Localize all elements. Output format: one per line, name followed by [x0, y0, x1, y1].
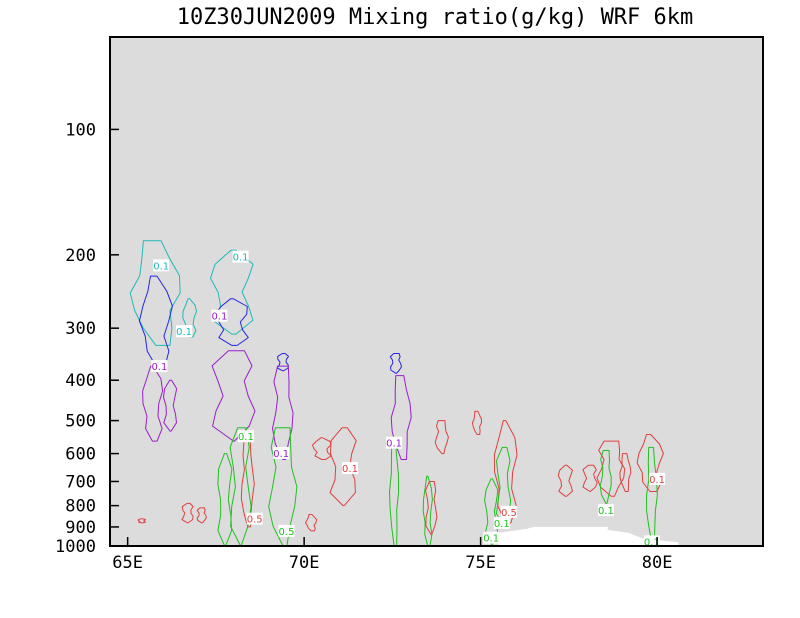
contour-line [389, 353, 402, 374]
contour-line [484, 478, 499, 545]
contour-label: 0.1 [386, 439, 402, 450]
contour-line [425, 481, 438, 536]
contour-label: 0.1 [598, 506, 614, 517]
terrain-mask [498, 526, 679, 546]
contour-line [329, 427, 357, 507]
contour-label-bg [153, 259, 170, 272]
terrain-layer [498, 526, 679, 546]
contour-line [434, 420, 449, 455]
y-tick-label: 500 [65, 412, 96, 432]
y-tick-label: 300 [65, 319, 96, 339]
y-tick-label: 100 [65, 120, 96, 140]
contour-line [596, 440, 626, 497]
contour-line [493, 420, 518, 524]
y-tick-label: 1000 [55, 537, 96, 557]
contour-line [196, 507, 207, 524]
contour-label: 0.1 [176, 327, 192, 338]
plot-background [110, 37, 763, 546]
contour-line [163, 379, 178, 432]
contour-label: 0.1 [233, 253, 249, 264]
contour-label: 0.5 [501, 508, 517, 519]
contour-line [557, 464, 573, 497]
contour-line [619, 453, 632, 492]
y-tick-label: 800 [65, 497, 96, 517]
contour-label-bg [278, 524, 295, 537]
contour-line [182, 298, 197, 338]
y-tick-label: 900 [65, 518, 96, 538]
contour-label: 0.1 [483, 534, 499, 545]
contour-label-bg [386, 436, 403, 449]
contour-line [471, 410, 482, 435]
contour-label-bg [342, 462, 358, 475]
contour-label-layer: 0.10.10.10.10.10.10.10.50.10.50.10.10.50… [151, 250, 666, 548]
contour-line [217, 453, 233, 547]
chart-title: 10Z30JUN2009 Mixing ratio(g/kg) WRF 6km [177, 5, 694, 30]
contour-line [181, 502, 194, 524]
contour-label: 0.5 [279, 527, 295, 538]
contour-line [422, 475, 433, 547]
y-tick-label: 400 [65, 371, 96, 391]
x-axis: 65E 70E 75E 80E [112, 537, 672, 573]
y-tick-label: 600 [65, 445, 96, 465]
contour-label: 0.1 [644, 537, 660, 548]
x-tick-label: 80E [642, 553, 673, 573]
contour-label: 0.1 [151, 362, 167, 373]
contour-line [582, 464, 598, 492]
contour-line [599, 450, 612, 504]
x-tick-label: 70E [289, 553, 320, 573]
contour-label-bg [246, 512, 263, 525]
contour-layer [129, 240, 664, 547]
contour-line [390, 375, 412, 460]
contour-line [210, 249, 254, 335]
contour-label-bg [597, 504, 614, 517]
contour-line [646, 446, 658, 543]
contour-label-bg [273, 447, 290, 459]
contour-label: 0.1 [649, 475, 665, 486]
contour-label-bg [232, 250, 249, 263]
contour-label: 0.1 [211, 312, 227, 323]
contour-label-bg [643, 535, 660, 548]
contour-label-bg [176, 325, 193, 338]
contour-label-bg [211, 309, 228, 322]
contour-line [129, 240, 181, 346]
contour-label: 0.1 [273, 449, 289, 460]
contour-label: 0.1 [153, 261, 169, 272]
x-tick-label: 65E [112, 553, 143, 573]
contour-line [272, 365, 294, 460]
contour-label: 0.5 [247, 515, 263, 526]
plot-frame [109, 36, 764, 547]
contour-line [137, 518, 147, 524]
contour-line [214, 298, 249, 346]
y-tick-label: 200 [65, 246, 96, 266]
contour-label-bg [649, 472, 666, 485]
contour-line [268, 427, 298, 547]
contour-label-bg [493, 516, 510, 529]
contour-line [305, 514, 318, 532]
contour-line [312, 437, 332, 460]
y-tick-label: 700 [65, 472, 96, 492]
contour-label-bg [500, 505, 517, 518]
x-tick-label: 75E [465, 553, 496, 573]
contour-label: 0.1 [238, 432, 254, 443]
contour-line [211, 350, 256, 442]
contour-label-bg [237, 430, 254, 443]
contour-label: 0.1 [494, 519, 510, 530]
contour-line [138, 275, 173, 367]
contour-label-bg [151, 360, 168, 373]
contour-label-bg [483, 531, 500, 544]
contour-label: 0.1 [342, 464, 358, 475]
